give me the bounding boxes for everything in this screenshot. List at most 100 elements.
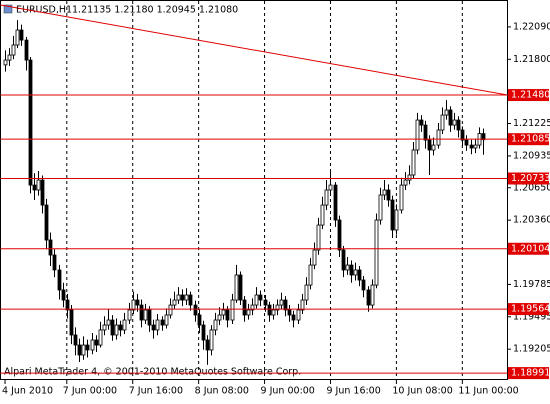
candle-body bbox=[436, 129, 441, 146]
candle-body bbox=[403, 179, 408, 186]
candle-body bbox=[341, 249, 346, 271]
candle-body bbox=[40, 179, 45, 206]
candle-body bbox=[139, 304, 144, 321]
x-tick-label: 7 Jun 16:00 bbox=[129, 386, 183, 397]
x-tick-label: 4 Jun 2010 bbox=[2, 386, 53, 397]
candle-body bbox=[423, 124, 428, 141]
candle-body bbox=[333, 184, 338, 221]
candle-body bbox=[77, 344, 82, 356]
candle-body bbox=[271, 309, 276, 316]
x-tick-label: 8 Jun 08:00 bbox=[195, 386, 249, 397]
candle-body bbox=[279, 299, 284, 306]
y-tick-label: 1.19205 bbox=[513, 344, 550, 355]
candle-body bbox=[304, 284, 309, 301]
candle-body bbox=[197, 314, 202, 326]
candle-body bbox=[394, 209, 399, 231]
candle-body bbox=[7, 54, 12, 61]
candle-body bbox=[431, 144, 436, 151]
candle-body bbox=[160, 319, 165, 326]
candle-body bbox=[415, 119, 420, 151]
candle-body bbox=[370, 284, 375, 306]
candle-body bbox=[296, 309, 301, 321]
candle-body bbox=[90, 339, 95, 351]
candle-body bbox=[209, 329, 214, 351]
candle-body bbox=[188, 294, 193, 306]
level-label-bg bbox=[508, 89, 549, 102]
candle-body bbox=[320, 204, 325, 226]
candle-body bbox=[110, 319, 115, 336]
level-label-bg bbox=[508, 133, 549, 146]
candle-body bbox=[118, 324, 123, 331]
candle-body bbox=[460, 129, 465, 141]
candle-body bbox=[143, 309, 148, 321]
candle-body bbox=[131, 299, 136, 311]
candle-body bbox=[308, 264, 313, 286]
candle-body bbox=[201, 324, 206, 341]
level-label: 1.20733 bbox=[511, 173, 550, 184]
candle-body bbox=[382, 189, 387, 196]
candle-body bbox=[452, 119, 457, 126]
candle-body bbox=[312, 249, 317, 266]
candle-body bbox=[213, 319, 218, 331]
level-label-bg bbox=[508, 242, 549, 255]
level-label: 1.20104 bbox=[511, 243, 550, 254]
x-tick-label: 9 Jun 16:00 bbox=[326, 386, 380, 397]
y-tick-label: 1.20360 bbox=[513, 215, 550, 226]
candle-body bbox=[263, 299, 268, 306]
candle-body bbox=[81, 344, 86, 356]
candle-body bbox=[440, 114, 445, 131]
level-label-bg bbox=[508, 172, 549, 185]
candle-body bbox=[411, 149, 416, 176]
y-tick-label: 1.21225 bbox=[513, 118, 550, 129]
candle-body bbox=[448, 109, 453, 126]
candle-body bbox=[205, 339, 210, 351]
candle-body bbox=[357, 269, 362, 281]
candle-body bbox=[258, 294, 263, 301]
candle-body bbox=[36, 179, 41, 191]
x-tick-label: 10 Jun 08:00 bbox=[392, 386, 452, 397]
candle-body bbox=[469, 144, 474, 149]
footer: Alpari MetaTrader 4, © 2001-2010 MetaQuo… bbox=[4, 367, 301, 378]
candle-body bbox=[69, 309, 74, 336]
candle-body bbox=[155, 319, 160, 331]
candle-body bbox=[353, 269, 358, 276]
candle-body bbox=[180, 294, 185, 301]
candle-body bbox=[349, 264, 354, 276]
candle-body bbox=[444, 109, 449, 116]
candle-body bbox=[254, 294, 259, 306]
trend-line bbox=[0, 4, 508, 96]
chart-title: EURUSD,H1 bbox=[16, 5, 72, 16]
symbol-icon bbox=[3, 4, 13, 14]
candle-body bbox=[374, 219, 379, 286]
candle-body bbox=[135, 299, 140, 306]
candle-body bbox=[361, 279, 366, 291]
candle-body bbox=[15, 29, 20, 46]
candle-body bbox=[28, 59, 33, 186]
candle-body bbox=[345, 264, 350, 271]
candle-body bbox=[176, 294, 181, 301]
candle-body bbox=[399, 184, 404, 211]
level-label: 1.21085 bbox=[511, 134, 550, 145]
candle-body bbox=[234, 274, 239, 301]
candle-body bbox=[283, 299, 288, 311]
y-tick-label: 1.22090 bbox=[513, 21, 550, 32]
candle-body bbox=[94, 339, 99, 346]
candle-body bbox=[427, 139, 432, 151]
candle-body bbox=[250, 304, 255, 311]
candle-body bbox=[122, 319, 127, 331]
candle-body bbox=[193, 304, 198, 316]
quote: 1.21135 1.21180 1.20945 1.21080 bbox=[72, 5, 238, 16]
candle-body bbox=[164, 314, 169, 326]
candle-body bbox=[48, 239, 53, 256]
x-tick-label: 7 Jun 00:00 bbox=[63, 386, 117, 397]
candle-body bbox=[246, 309, 251, 316]
candle-body bbox=[291, 314, 296, 321]
candle-body bbox=[65, 299, 70, 311]
candle-body bbox=[324, 189, 329, 206]
candle-body bbox=[32, 184, 37, 191]
y-tick-label: 1.19785 bbox=[513, 279, 550, 290]
candle-body bbox=[225, 309, 230, 321]
y-tick-label: 1.21800 bbox=[513, 54, 550, 65]
candle-body bbox=[390, 199, 395, 231]
